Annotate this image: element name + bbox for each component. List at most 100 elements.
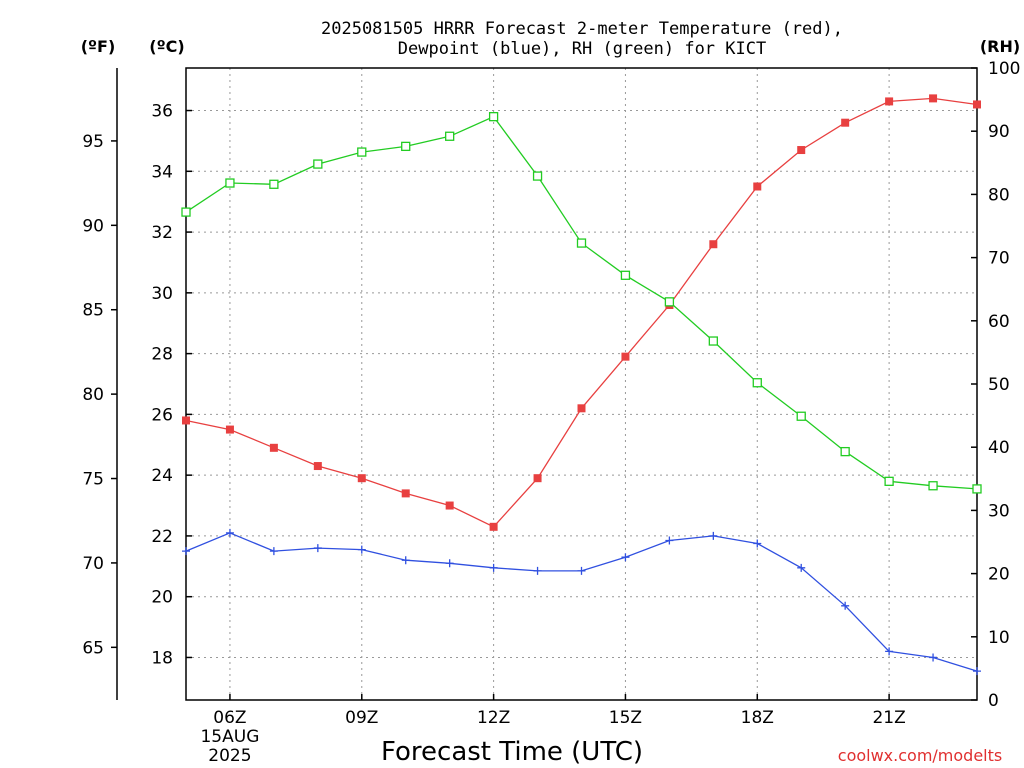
dewpoint-point <box>445 559 454 568</box>
dewpoint-point <box>973 667 981 676</box>
dewpoint-point <box>489 563 498 572</box>
temperature-point <box>313 462 322 471</box>
temperature-point <box>445 501 454 510</box>
x-tick-label: 12Z <box>477 708 510 728</box>
temperature-point <box>841 118 850 127</box>
x-tick-label: 18Z <box>741 708 774 728</box>
rh-point <box>884 476 894 486</box>
rh-tick-label: 0 <box>988 691 999 711</box>
celsius-tick-label: 24 <box>151 466 173 486</box>
rh-point <box>181 207 191 217</box>
dewpoint-point <box>182 547 190 556</box>
rh-point <box>708 336 718 346</box>
x-tick-label: 15Z <box>609 708 642 728</box>
chart-text: 2025081505 HRRR Forecast 2-meter Tempera… <box>81 19 1021 767</box>
rh-point <box>664 297 675 307</box>
x-tick-label: 21Z <box>872 708 905 728</box>
gridlines <box>186 68 977 700</box>
dewpoint-point <box>577 566 586 575</box>
rh-point <box>357 147 367 157</box>
rh-point <box>225 178 235 188</box>
rh-point <box>401 141 411 152</box>
axes <box>111 67 978 701</box>
chart-title-line-2: Dewpoint (blue), RH (green) for KICT <box>398 39 766 59</box>
celsius-tick-label: 28 <box>151 345 173 365</box>
fahrenheit-tick-label: 90 <box>82 216 104 236</box>
temperature-point <box>797 146 806 155</box>
temperature-point <box>269 443 278 452</box>
dewpoint-point <box>797 563 806 572</box>
rh-point <box>620 270 631 280</box>
rh-point <box>488 112 499 122</box>
temperature-line <box>185 97 978 528</box>
temperature-point <box>577 404 586 413</box>
rh-tick-label: 80 <box>988 185 1010 205</box>
rh-line <box>185 115 978 490</box>
temperature-point <box>533 474 542 483</box>
celsius-unit-label: (ºC) <box>149 37 184 56</box>
rh-tick-label: 40 <box>988 438 1010 458</box>
temperature-point <box>182 416 190 425</box>
temperature-point <box>753 182 762 191</box>
x-tick-label: 09Z <box>345 708 378 728</box>
dewpoint-point <box>841 601 850 610</box>
temperature-point <box>489 522 498 531</box>
rh-tick-label: 20 <box>988 565 1010 585</box>
rh-point <box>752 378 762 388</box>
temperature-point <box>885 97 894 106</box>
celsius-tick-label: 30 <box>151 284 173 304</box>
celsius-tick-label: 32 <box>151 223 173 243</box>
source-credit: coolwx.com/modelts <box>838 746 1002 765</box>
rh-point <box>928 481 938 491</box>
rh-point <box>445 131 455 141</box>
chart-title-line-1: 2025081505 HRRR Forecast 2-meter Tempera… <box>321 19 843 39</box>
dewpoint-point <box>357 545 366 554</box>
fahrenheit-tick-label: 95 <box>82 132 104 152</box>
dewpoint-point <box>709 531 718 540</box>
celsius-tick-label: 36 <box>151 102 173 122</box>
fahrenheit-unit-label: (ºF) <box>81 37 116 56</box>
dewpoint-point <box>753 539 762 548</box>
fahrenheit-tick-label: 85 <box>82 301 104 321</box>
temperature-point <box>357 474 366 483</box>
celsius-tick-label: 18 <box>151 648 173 668</box>
rh-tick-label: 100 <box>988 59 1020 79</box>
rh-tick-label: 70 <box>988 249 1010 269</box>
rh-point <box>269 179 279 189</box>
temperature-point <box>225 425 234 434</box>
rh-point <box>576 238 587 248</box>
dewpoint-point <box>533 566 542 575</box>
celsius-tick-label: 26 <box>151 405 173 425</box>
temperature-point <box>401 489 410 498</box>
dewpoint-point <box>401 556 410 565</box>
rh-point <box>796 411 806 421</box>
celsius-tick-label: 34 <box>151 162 173 182</box>
rh-tick-label: 10 <box>988 628 1010 648</box>
fahrenheit-tick-label: 70 <box>82 554 104 574</box>
dewpoint-point <box>269 547 278 556</box>
rh-point <box>840 446 850 457</box>
rh-tick-label: 30 <box>988 501 1010 521</box>
x-axis-label: Forecast Time (UTC) <box>381 737 643 767</box>
temperature-point <box>709 240 718 249</box>
celsius-tick-label: 22 <box>151 527 173 547</box>
temperature-point <box>621 352 630 361</box>
dewpoint-point <box>665 536 674 545</box>
data-series <box>181 94 982 676</box>
rh-point <box>972 484 982 494</box>
fahrenheit-tick-label: 80 <box>82 385 104 405</box>
x-tick-sublabel: 2025 <box>208 746 251 766</box>
dewpoint-point <box>225 528 234 537</box>
temperature-point <box>973 100 981 109</box>
x-tick-label: 06Z <box>213 708 246 728</box>
temperature-point <box>929 94 938 103</box>
rh-tick-label: 90 <box>988 122 1010 142</box>
celsius-tick-label: 20 <box>151 588 173 608</box>
x-tick-sublabel: 15AUG <box>200 727 259 747</box>
rh-unit-label: (RH) <box>980 37 1020 56</box>
fahrenheit-tick-label: 75 <box>82 470 104 490</box>
fahrenheit-tick-label: 65 <box>82 638 104 658</box>
rh-point <box>532 171 543 181</box>
rh-tick-label: 50 <box>988 375 1010 395</box>
